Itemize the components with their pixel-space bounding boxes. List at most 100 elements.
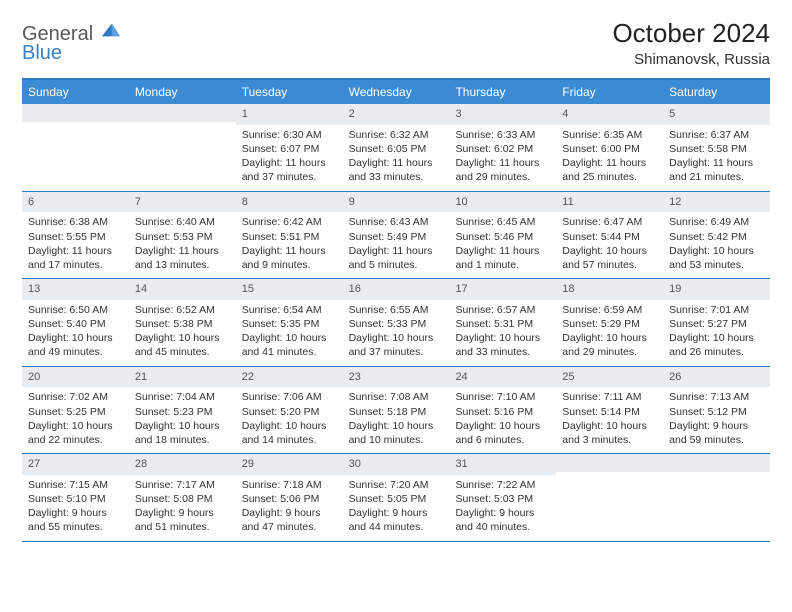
day-number: 25 bbox=[556, 367, 663, 388]
day-cell: 6Sunrise: 6:38 AMSunset: 5:55 PMDaylight… bbox=[22, 192, 129, 279]
day-body: Sunrise: 7:08 AMSunset: 5:18 PMDaylight:… bbox=[343, 387, 450, 453]
day-line: Sunset: 5:27 PM bbox=[669, 317, 764, 331]
day-line: Sunrise: 6:33 AM bbox=[455, 128, 550, 142]
day-cell: 28Sunrise: 7:17 AMSunset: 5:08 PMDayligh… bbox=[129, 454, 236, 541]
dow-thursday: Thursday bbox=[449, 80, 556, 104]
day-line: Daylight: 9 hours and 44 minutes. bbox=[349, 506, 444, 534]
day-number: 3 bbox=[449, 104, 556, 125]
day-body bbox=[663, 472, 770, 481]
day-cell: 7Sunrise: 6:40 AMSunset: 5:53 PMDaylight… bbox=[129, 192, 236, 279]
day-number: 4 bbox=[556, 104, 663, 125]
day-number: 11 bbox=[556, 192, 663, 213]
day-number bbox=[663, 454, 770, 472]
day-body: Sunrise: 6:55 AMSunset: 5:33 PMDaylight:… bbox=[343, 300, 450, 366]
day-line: Sunrise: 7:22 AM bbox=[455, 478, 550, 492]
day-cell: 23Sunrise: 7:08 AMSunset: 5:18 PMDayligh… bbox=[343, 367, 450, 454]
day-line: Sunset: 5:46 PM bbox=[455, 230, 550, 244]
day-cell: 20Sunrise: 7:02 AMSunset: 5:25 PMDayligh… bbox=[22, 367, 129, 454]
day-body: Sunrise: 6:38 AMSunset: 5:55 PMDaylight:… bbox=[22, 212, 129, 278]
day-cell: 27Sunrise: 7:15 AMSunset: 5:10 PMDayligh… bbox=[22, 454, 129, 541]
day-number: 2 bbox=[343, 104, 450, 125]
day-body: Sunrise: 6:35 AMSunset: 6:00 PMDaylight:… bbox=[556, 125, 663, 191]
day-cell: 31Sunrise: 7:22 AMSunset: 5:03 PMDayligh… bbox=[449, 454, 556, 541]
day-cell: 29Sunrise: 7:18 AMSunset: 5:06 PMDayligh… bbox=[236, 454, 343, 541]
day-line: Sunrise: 7:04 AM bbox=[135, 390, 230, 404]
day-line: Daylight: 11 hours and 13 minutes. bbox=[135, 244, 230, 272]
day-line: Sunset: 5:23 PM bbox=[135, 405, 230, 419]
day-number: 6 bbox=[22, 192, 129, 213]
day-line: Sunset: 5:18 PM bbox=[349, 405, 444, 419]
day-body: Sunrise: 7:11 AMSunset: 5:14 PMDaylight:… bbox=[556, 387, 663, 453]
dow-tuesday: Tuesday bbox=[236, 80, 343, 104]
day-line: Sunset: 6:02 PM bbox=[455, 142, 550, 156]
day-cell: 16Sunrise: 6:55 AMSunset: 5:33 PMDayligh… bbox=[343, 279, 450, 366]
day-body: Sunrise: 7:10 AMSunset: 5:16 PMDaylight:… bbox=[449, 387, 556, 453]
day-number: 19 bbox=[663, 279, 770, 300]
day-line: Daylight: 10 hours and 49 minutes. bbox=[28, 331, 123, 359]
day-line: Sunset: 6:00 PM bbox=[562, 142, 657, 156]
day-line: Sunset: 5:53 PM bbox=[135, 230, 230, 244]
day-number: 17 bbox=[449, 279, 556, 300]
day-line: Sunset: 5:49 PM bbox=[349, 230, 444, 244]
day-line: Daylight: 9 hours and 40 minutes. bbox=[455, 506, 550, 534]
day-body: Sunrise: 6:30 AMSunset: 6:07 PMDaylight:… bbox=[236, 125, 343, 191]
day-body: Sunrise: 6:37 AMSunset: 5:58 PMDaylight:… bbox=[663, 125, 770, 191]
day-line: Sunset: 5:14 PM bbox=[562, 405, 657, 419]
day-line: Sunrise: 7:18 AM bbox=[242, 478, 337, 492]
day-cell: 2Sunrise: 6:32 AMSunset: 6:05 PMDaylight… bbox=[343, 104, 450, 191]
day-line: Sunset: 5:10 PM bbox=[28, 492, 123, 506]
day-number: 13 bbox=[22, 279, 129, 300]
day-body: Sunrise: 6:59 AMSunset: 5:29 PMDaylight:… bbox=[556, 300, 663, 366]
day-number: 21 bbox=[129, 367, 236, 388]
empty-cell bbox=[129, 104, 236, 191]
day-body bbox=[22, 122, 129, 131]
logo-text: General Blue bbox=[22, 18, 122, 63]
day-number: 1 bbox=[236, 104, 343, 125]
day-line: Sunset: 5:40 PM bbox=[28, 317, 123, 331]
day-cell: 14Sunrise: 6:52 AMSunset: 5:38 PMDayligh… bbox=[129, 279, 236, 366]
day-line: Sunrise: 6:32 AM bbox=[349, 128, 444, 142]
empty-cell bbox=[663, 454, 770, 541]
day-cell: 8Sunrise: 6:42 AMSunset: 5:51 PMDaylight… bbox=[236, 192, 343, 279]
logo-blue: Blue bbox=[22, 43, 122, 63]
day-body: Sunrise: 6:50 AMSunset: 5:40 PMDaylight:… bbox=[22, 300, 129, 366]
day-number: 20 bbox=[22, 367, 129, 388]
week-row: 6Sunrise: 6:38 AMSunset: 5:55 PMDaylight… bbox=[22, 192, 770, 280]
day-body: Sunrise: 6:43 AMSunset: 5:49 PMDaylight:… bbox=[343, 212, 450, 278]
day-line: Sunrise: 7:01 AM bbox=[669, 303, 764, 317]
day-line: Sunrise: 6:54 AM bbox=[242, 303, 337, 317]
empty-cell bbox=[556, 454, 663, 541]
day-line: Sunset: 5:20 PM bbox=[242, 405, 337, 419]
day-body: Sunrise: 7:04 AMSunset: 5:23 PMDaylight:… bbox=[129, 387, 236, 453]
day-cell: 13Sunrise: 6:50 AMSunset: 5:40 PMDayligh… bbox=[22, 279, 129, 366]
day-body: Sunrise: 7:22 AMSunset: 5:03 PMDaylight:… bbox=[449, 475, 556, 541]
day-body: Sunrise: 6:32 AMSunset: 6:05 PMDaylight:… bbox=[343, 125, 450, 191]
day-line: Sunset: 5:55 PM bbox=[28, 230, 123, 244]
day-line: Sunset: 5:35 PM bbox=[242, 317, 337, 331]
day-line: Sunrise: 7:17 AM bbox=[135, 478, 230, 492]
day-body: Sunrise: 6:45 AMSunset: 5:46 PMDaylight:… bbox=[449, 212, 556, 278]
day-number: 15 bbox=[236, 279, 343, 300]
day-body: Sunrise: 7:17 AMSunset: 5:08 PMDaylight:… bbox=[129, 475, 236, 541]
day-number: 8 bbox=[236, 192, 343, 213]
day-line: Daylight: 11 hours and 21 minutes. bbox=[669, 156, 764, 184]
day-line: Daylight: 10 hours and 33 minutes. bbox=[455, 331, 550, 359]
day-body: Sunrise: 7:20 AMSunset: 5:05 PMDaylight:… bbox=[343, 475, 450, 541]
day-line: Sunset: 5:58 PM bbox=[669, 142, 764, 156]
day-line: Sunrise: 6:47 AM bbox=[562, 215, 657, 229]
day-line: Sunset: 5:31 PM bbox=[455, 317, 550, 331]
page-title: October 2024 bbox=[612, 18, 770, 49]
day-body: Sunrise: 6:52 AMSunset: 5:38 PMDaylight:… bbox=[129, 300, 236, 366]
day-line: Daylight: 10 hours and 37 minutes. bbox=[349, 331, 444, 359]
day-number bbox=[556, 454, 663, 472]
day-line: Daylight: 10 hours and 53 minutes. bbox=[669, 244, 764, 272]
day-body: Sunrise: 7:06 AMSunset: 5:20 PMDaylight:… bbox=[236, 387, 343, 453]
day-line: Sunrise: 7:11 AM bbox=[562, 390, 657, 404]
day-body: Sunrise: 6:47 AMSunset: 5:44 PMDaylight:… bbox=[556, 212, 663, 278]
day-line: Daylight: 11 hours and 5 minutes. bbox=[349, 244, 444, 272]
day-cell: 24Sunrise: 7:10 AMSunset: 5:16 PMDayligh… bbox=[449, 367, 556, 454]
day-cell: 9Sunrise: 6:43 AMSunset: 5:49 PMDaylight… bbox=[343, 192, 450, 279]
day-line: Sunset: 5:06 PM bbox=[242, 492, 337, 506]
day-line: Sunrise: 7:15 AM bbox=[28, 478, 123, 492]
day-line: Sunrise: 6:50 AM bbox=[28, 303, 123, 317]
